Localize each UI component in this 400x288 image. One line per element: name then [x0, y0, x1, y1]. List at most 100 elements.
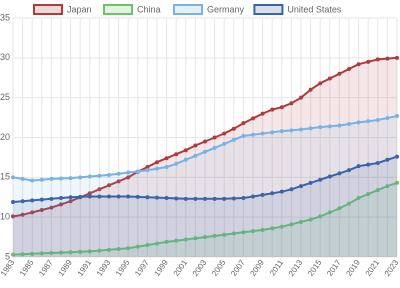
- point: [11, 175, 15, 180]
- point: [145, 243, 150, 248]
- legend-label: United States: [287, 4, 342, 14]
- point: [203, 235, 207, 240]
- y-tick-label: 5: [5, 251, 10, 261]
- point: [59, 196, 63, 201]
- x-tick-label: 2013: [287, 258, 305, 278]
- x-tick-label: 2011: [268, 258, 286, 278]
- x-tick-label: 1985: [18, 258, 36, 278]
- x-tick-label: 2021: [364, 258, 382, 278]
- point: [347, 201, 351, 206]
- point: [279, 224, 284, 229]
- point: [308, 180, 313, 185]
- y-tick-label: 10: [0, 212, 10, 222]
- point: [193, 143, 198, 148]
- legend-swatch: [173, 4, 203, 15]
- point: [135, 244, 140, 249]
- point: [212, 233, 217, 238]
- point: [87, 249, 92, 254]
- point: [308, 126, 313, 131]
- point: [20, 199, 25, 204]
- point: [145, 195, 150, 200]
- point: [260, 111, 265, 116]
- point: [212, 145, 217, 150]
- x-tick-label: 1993: [95, 258, 113, 278]
- point: [375, 160, 380, 165]
- x-tick-label: 2009: [248, 258, 266, 278]
- point: [308, 217, 313, 222]
- point: [193, 236, 198, 241]
- point: [116, 247, 121, 252]
- point: [68, 195, 73, 200]
- y-tick-label: 20: [0, 132, 10, 142]
- point: [20, 252, 25, 257]
- point: [87, 194, 92, 199]
- point: [107, 247, 111, 252]
- point: [78, 249, 83, 254]
- y-tick-label: 30: [0, 52, 10, 62]
- point: [231, 126, 236, 131]
- point: [241, 196, 246, 201]
- point: [375, 117, 380, 122]
- x-tick-label: 2001: [172, 258, 190, 278]
- point: [183, 157, 188, 162]
- point: [347, 66, 351, 71]
- point: [78, 175, 83, 180]
- x-tick-label: 2003: [191, 258, 209, 278]
- point: [193, 153, 198, 158]
- x-tick-label: 2023: [383, 258, 400, 278]
- point: [385, 115, 390, 120]
- point: [59, 250, 63, 255]
- point: [116, 171, 121, 176]
- point: [231, 231, 236, 236]
- point: [212, 196, 217, 201]
- x-tick-label: 1997: [133, 258, 151, 278]
- point: [11, 200, 15, 205]
- point: [241, 230, 246, 235]
- point: [164, 156, 169, 161]
- point: [78, 194, 83, 199]
- point: [347, 168, 351, 173]
- point: [107, 183, 111, 188]
- y-tick-label: 35: [0, 12, 10, 22]
- point: [385, 157, 390, 162]
- point: [155, 241, 159, 246]
- point: [251, 229, 255, 234]
- point: [116, 179, 121, 184]
- legend-label: Japan: [67, 4, 92, 14]
- point: [87, 174, 92, 179]
- point: [231, 196, 236, 201]
- legend-label: Germany: [207, 4, 245, 14]
- x-tick-label: 2017: [325, 258, 343, 278]
- point: [49, 196, 54, 201]
- point: [251, 116, 255, 121]
- point: [337, 206, 342, 211]
- point: [97, 173, 102, 178]
- point: [260, 227, 265, 232]
- legend-swatch: [253, 4, 284, 15]
- x-tick-label: 2007: [229, 258, 247, 278]
- point: [318, 81, 323, 86]
- point: [164, 164, 169, 169]
- point: [126, 194, 131, 199]
- point: [30, 198, 35, 203]
- point: [68, 176, 73, 181]
- point: [366, 192, 371, 197]
- point: [241, 133, 246, 138]
- point: [337, 171, 342, 176]
- point: [299, 127, 303, 132]
- x-tick-label: 2005: [210, 258, 228, 278]
- point: [30, 251, 35, 256]
- point: [270, 191, 275, 196]
- point: [145, 164, 150, 169]
- point: [30, 178, 35, 183]
- point: [174, 152, 179, 157]
- point: [145, 168, 150, 173]
- point: [366, 119, 371, 124]
- point: [375, 188, 380, 193]
- point: [97, 187, 102, 192]
- x-tick-label: 1995: [114, 258, 132, 278]
- point: [299, 184, 303, 189]
- point: [366, 59, 371, 64]
- point: [68, 199, 73, 204]
- point: [49, 176, 54, 181]
